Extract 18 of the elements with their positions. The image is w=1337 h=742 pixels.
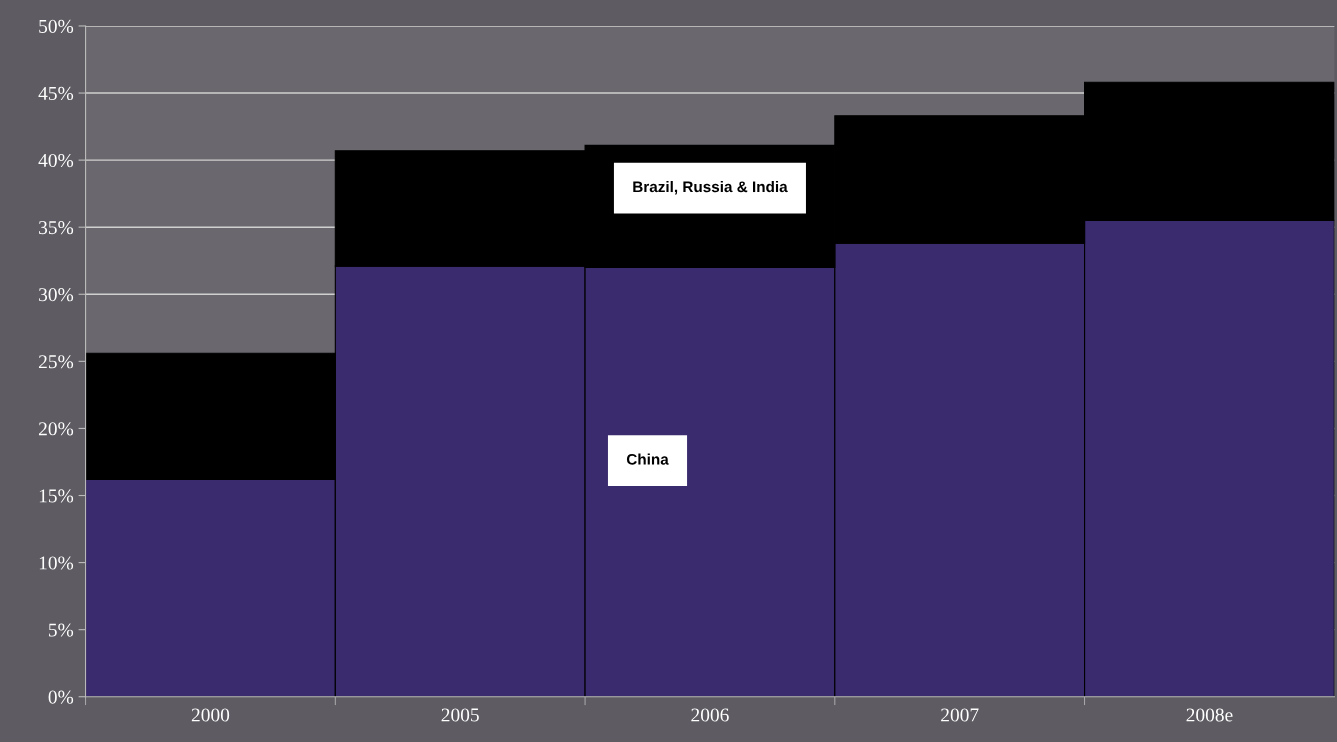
series-label: China xyxy=(626,453,669,465)
x-tick-label: 2000 xyxy=(191,708,230,722)
y-tick-label: 45% xyxy=(38,86,74,101)
y-tick-label: 5% xyxy=(48,623,74,637)
y-tick-label: 0% xyxy=(48,690,74,704)
y-tick-label: 10% xyxy=(39,556,74,570)
series-label: Brazil, Russia & India xyxy=(633,180,788,195)
x-tick-label: 2008e xyxy=(1186,708,1233,722)
y-tick-label: 50% xyxy=(39,19,74,33)
y-tick-label: 35% xyxy=(39,221,74,235)
x-tick-label: 2006 xyxy=(691,708,729,722)
y-tick-label: 40% xyxy=(38,153,74,168)
y-tick-label: 20% xyxy=(38,422,74,436)
y-tick-label: 30% xyxy=(39,288,74,302)
x-tick-label: 2007 xyxy=(941,708,979,722)
y-tick-label: 25% xyxy=(38,355,74,369)
x-tick-label: 2005 xyxy=(441,708,479,722)
y-tick-label: 15% xyxy=(39,489,74,503)
